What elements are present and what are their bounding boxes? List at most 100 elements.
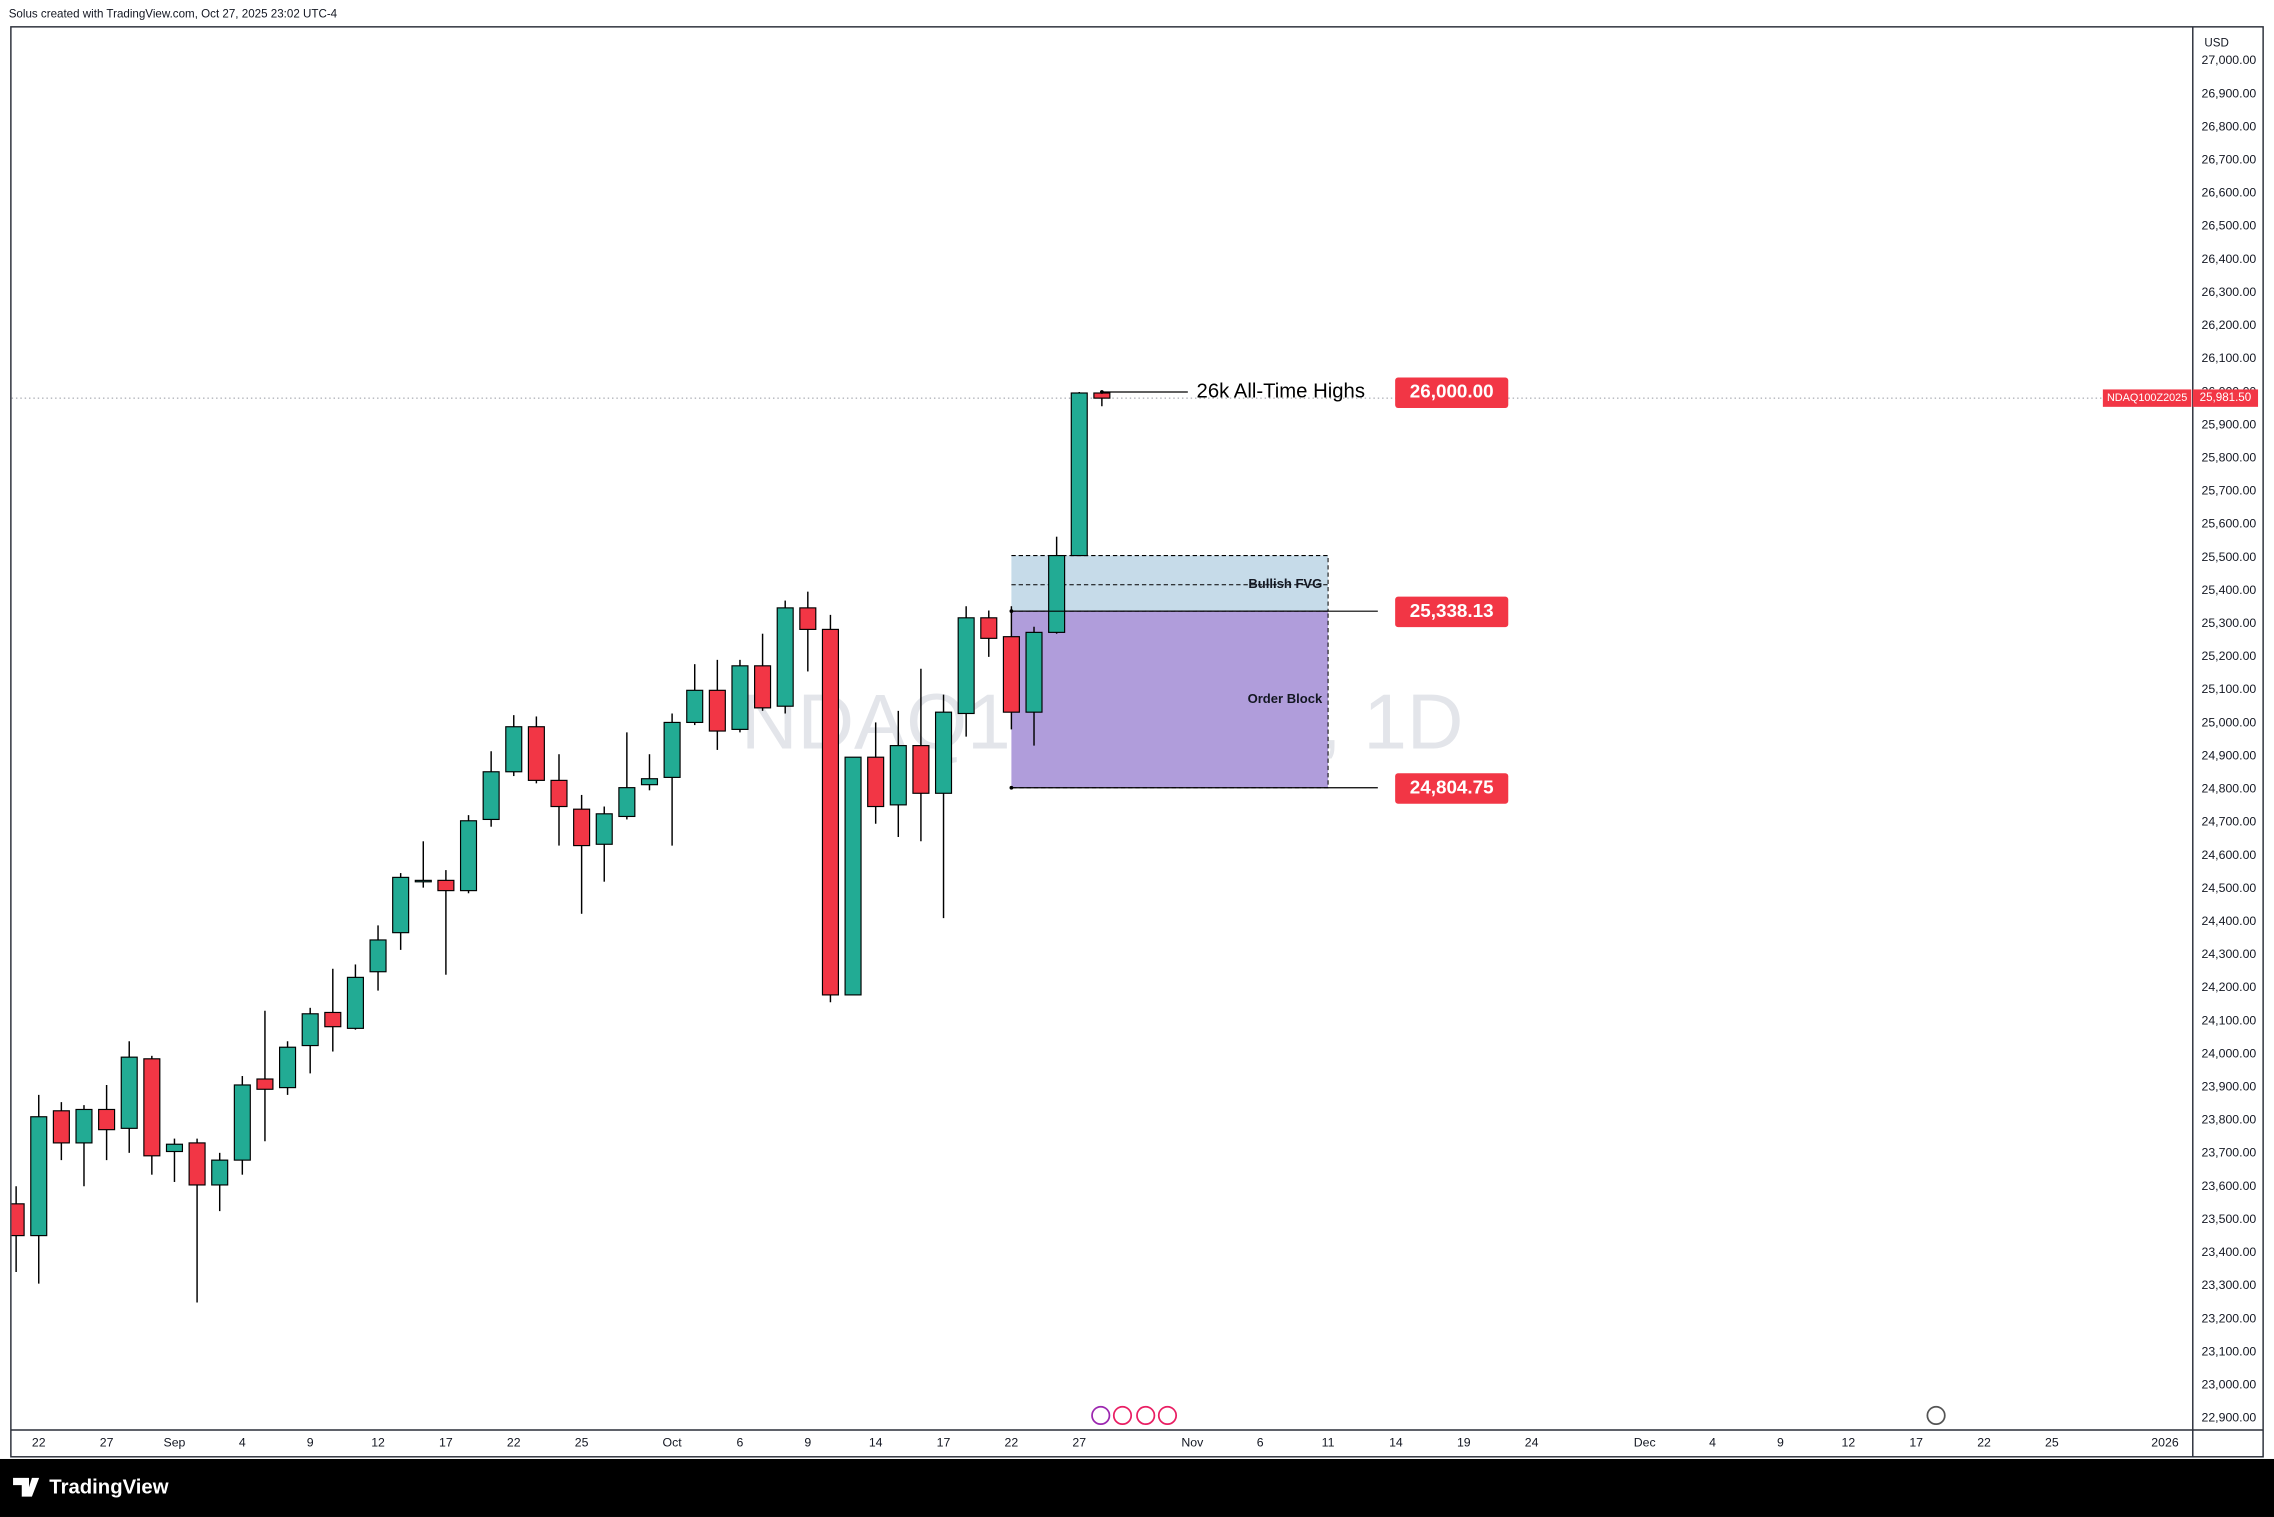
y-tick-label: 24,400.00	[2201, 914, 2256, 928]
x-tick-label: 25	[575, 1435, 589, 1449]
zone-label: Bullish FVG	[1248, 576, 1322, 591]
y-tick-label: 26,100.00	[2201, 351, 2256, 365]
x-tick-label: 4	[1709, 1435, 1716, 1449]
candle-body	[459, 820, 478, 892]
y-tick-label: 23,900.00	[2201, 1080, 2256, 1094]
x-tick-label: 6	[1257, 1435, 1264, 1449]
candle-body	[120, 1056, 138, 1129]
y-tick-label: 26,900.00	[2201, 86, 2256, 100]
candle-body	[505, 726, 523, 773]
y-tick-label: 24,600.00	[2201, 848, 2256, 862]
y-tick-label: 24,200.00	[2201, 980, 2256, 994]
candle-body	[369, 939, 387, 973]
candle-body	[1070, 392, 1088, 557]
x-tick-label: 27	[100, 1435, 114, 1449]
footer-bar	[0, 1458, 2274, 1517]
y-tick-label: 26,800.00	[2201, 119, 2256, 133]
y-tick-label: 23,600.00	[2201, 1179, 2256, 1193]
candle-body	[11, 1203, 25, 1237]
candle-body	[392, 876, 410, 934]
x-tick-label: 25	[2045, 1435, 2059, 1449]
x-tick-label: 9	[804, 1435, 811, 1449]
candle-body	[708, 689, 726, 732]
y-tick-label: 26,600.00	[2201, 186, 2256, 200]
x-tick-label: 9	[307, 1435, 314, 1449]
last-price-label: 25,981.50	[2200, 391, 2252, 404]
candle-body	[731, 665, 749, 730]
y-tick-label: 26,200.00	[2201, 318, 2256, 332]
y-tick-label: 23,200.00	[2201, 1311, 2256, 1325]
y-tick-label: 24,100.00	[2201, 1013, 2256, 1027]
y-tick-label: 25,200.00	[2201, 649, 2256, 663]
candle-body	[821, 628, 839, 996]
y-tick-label: 23,500.00	[2201, 1212, 2256, 1226]
y-tick-label: 26,700.00	[2201, 153, 2256, 167]
candle-body	[482, 771, 500, 821]
zone-label: Order Block	[1248, 691, 1323, 706]
price-tag	[1395, 773, 1509, 804]
candle-body	[776, 607, 794, 707]
y-tick-label: 24,000.00	[2201, 1046, 2256, 1060]
currency-label: USD	[2204, 37, 2228, 50]
x-tick-label: 14	[1389, 1435, 1403, 1449]
event-icon	[1136, 1405, 1156, 1426]
y-tick-label: 26,300.00	[2201, 285, 2256, 299]
chart-border	[10, 26, 2264, 1458]
symbol-tag-label: NDAQ100Z2025	[2107, 392, 2187, 404]
event-icons	[1091, 1405, 1946, 1426]
candle-body	[527, 726, 545, 781]
x-tick-label: 22	[32, 1435, 46, 1449]
event-icon	[1157, 1405, 1178, 1426]
last-price-tag	[2192, 389, 2259, 407]
y-tick-label: 24,800.00	[2201, 782, 2256, 796]
x-tick-label: 22	[1005, 1435, 1019, 1449]
y-tick-label: 23,000.00	[2201, 1378, 2256, 1392]
candle-body	[867, 756, 885, 808]
x-tick-label: 12	[1841, 1435, 1855, 1449]
x-tick-label: 22	[1977, 1435, 1991, 1449]
candle-body	[844, 756, 862, 996]
x-tick-label: 6	[737, 1435, 744, 1449]
y-tick-label: 25,400.00	[2201, 583, 2256, 597]
x-tick-label: 17	[1909, 1435, 1923, 1449]
y-tick-label: 24,900.00	[2201, 748, 2256, 762]
x-tick-label: 17	[439, 1435, 453, 1449]
candle-body	[256, 1078, 274, 1090]
candle-body	[414, 879, 432, 883]
x-tick-label: Oct	[663, 1435, 683, 1449]
y-tick-label: 22,900.00	[2201, 1411, 2256, 1425]
x-tick-label: 27	[1072, 1435, 1086, 1449]
symbol-tag	[2102, 389, 2192, 407]
y-tick-label: 24,300.00	[2201, 947, 2256, 961]
candle-body	[980, 617, 998, 639]
candle-body	[595, 813, 613, 845]
y-tick-label: 25,700.00	[2201, 484, 2256, 498]
y-tick-label: 25,100.00	[2201, 682, 2256, 696]
candle-body	[279, 1046, 297, 1089]
candle-body	[1048, 554, 1066, 633]
price-tag-label: 24,804.75	[1410, 776, 1494, 797]
level-anchor	[1009, 785, 1014, 790]
x-tick-label: Sep	[164, 1435, 186, 1449]
candle-body	[618, 787, 636, 818]
x-tick-label: 12	[371, 1435, 385, 1449]
candle-body	[663, 721, 681, 778]
candle-body	[233, 1084, 251, 1161]
candle-body	[1025, 631, 1043, 713]
candle-body	[52, 1110, 70, 1144]
y-tick-label: 24,700.00	[2201, 815, 2256, 829]
footer-logo-icon	[13, 1477, 40, 1497]
y-tick-label: 27,000.00	[2201, 53, 2256, 67]
y-tick-label: 25,800.00	[2201, 450, 2256, 464]
x-tick-label: Nov	[1181, 1435, 1204, 1449]
x-tick-label: 9	[1777, 1435, 1784, 1449]
zone	[1011, 611, 1329, 788]
event-icon	[1112, 1405, 1133, 1426]
x-tick-label: Dec	[1634, 1435, 1656, 1449]
event-icon	[1091, 1405, 1111, 1426]
candle-body	[799, 607, 817, 630]
candle-body	[301, 1013, 319, 1047]
header-text: Solus created with TradingView.com, Oct …	[9, 8, 338, 21]
